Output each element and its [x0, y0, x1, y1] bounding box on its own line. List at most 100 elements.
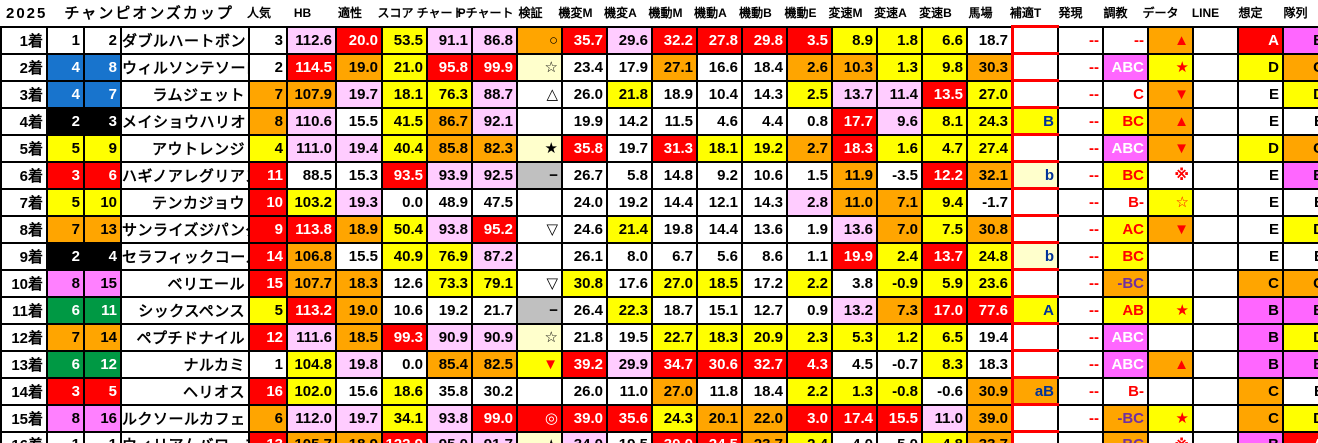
cell-hoteki-t: b — [1011, 160, 1059, 190]
cell-tekisei: 19.7 — [336, 404, 383, 433]
cell-baba: 19.4 — [967, 323, 1014, 352]
cell-sotei: D — [1238, 134, 1284, 163]
cell-data: ★ — [1148, 296, 1194, 325]
cell-hb: 102.0 — [287, 377, 337, 406]
cell-sotei: A — [1238, 26, 1284, 55]
cell-hensoku-m: 13.7 — [832, 80, 878, 109]
horse-name-cell: ナルカミ — [121, 350, 250, 379]
table-row: 16着11ウィリアムバローズ13105.718.9122.995.091.7★3… — [1, 430, 1318, 443]
finish-position-cell: 11着 — [1, 296, 48, 325]
cell-kihen-a: 19.2 — [607, 188, 653, 217]
cell-baba: 23.6 — [967, 269, 1014, 298]
cell-hensoku-m: 4.5 — [832, 350, 878, 379]
cell-hensoku-a: -0.9 — [877, 269, 923, 298]
cell-kido-b: 13.6 — [742, 215, 788, 244]
race-title: 2025 チャンピオンズカップ — [6, 5, 234, 22]
cell-hb: 107.7 — [287, 269, 337, 298]
horse-number-cell: 15 — [84, 269, 122, 298]
cell-hatsugen: -- — [1058, 350, 1104, 379]
cell-hensoku-b: 7.5 — [922, 215, 968, 244]
cell-chart: 35.8 — [427, 377, 473, 406]
cell-tairetsu: B — [1283, 26, 1318, 55]
cell-hb: 113.2 — [287, 296, 337, 325]
cell-baba: 30.3 — [967, 53, 1014, 82]
cell-sotei: C — [1238, 269, 1284, 298]
cell-sotei: B — [1238, 323, 1284, 352]
cell-tekisei: 19.3 — [336, 188, 383, 217]
cell-ninki: 1 — [249, 350, 288, 379]
cell-hoteki-t: B — [1011, 106, 1059, 136]
cell-kensho: − — [517, 161, 563, 190]
cell-kihen-m: 26.0 — [562, 377, 608, 406]
horse-name-cell: ペプチドナイル — [121, 323, 250, 352]
cell-tekisei: 18.5 — [336, 323, 383, 352]
cell-kido-b: 18.4 — [742, 53, 788, 82]
cell-p-chart: 82.5 — [472, 350, 518, 379]
cell-hensoku-a: 1.3 — [877, 53, 923, 82]
horse-number-cell: 11 — [84, 296, 122, 325]
cell-ninki: 4 — [249, 134, 288, 163]
cell-hb: 114.5 — [287, 53, 337, 82]
frame-number-cell: 6 — [47, 350, 85, 379]
cell-chokyo: B- — [1103, 188, 1149, 217]
cell-baba: 30.8 — [967, 215, 1014, 244]
cell-kihen-m: 35.7 — [562, 26, 608, 55]
cell-line — [1193, 53, 1239, 82]
finish-position-cell: 3着 — [1, 80, 48, 109]
frame-number-cell: 8 — [47, 269, 85, 298]
cell-baba: 24.3 — [967, 107, 1014, 136]
cell-ninki: 16 — [249, 377, 288, 406]
cell-hensoku-m: 8.9 — [832, 26, 878, 55]
cell-hatsugen: -- — [1058, 242, 1104, 271]
horse-number-cell: 8 — [84, 53, 122, 82]
cell-chokyo: BC — [1103, 161, 1149, 190]
cell-kido-a: 12.1 — [697, 188, 743, 217]
cell-hoteki-t — [1011, 25, 1059, 55]
cell-data: ★ — [1148, 53, 1194, 82]
cell-baba: -1.7 — [967, 188, 1014, 217]
cell-ninki: 15 — [249, 269, 288, 298]
cell-kido-e: 0.9 — [787, 296, 833, 325]
cell-tairetsu: D — [1283, 404, 1318, 433]
cell-kihen-m: 34.0 — [562, 431, 608, 443]
cell-kensho: ★ — [517, 134, 563, 163]
table-row: 10着 8 15 ベリエール 15 107.7 18.3 12.6 73.3 79.1 ▽ 30.8 1… — [1, 268, 1318, 298]
cell-tairetsu: E — [1283, 242, 1318, 271]
cell-kensho: ▼ — [517, 350, 563, 379]
header-row: 2025 チャンピオンズカップ 人気 HB 適性 スコア チャート Pチャート 検証 機変M 機… — [0, 0, 1318, 25]
cell-chokyo: ABC — [1103, 53, 1149, 82]
cell-hb: 111.0 — [287, 134, 337, 163]
cell-hensoku-m: 3.8 — [832, 269, 878, 298]
cell-kido-e: 4.3 — [787, 350, 833, 379]
cell-kido-b: 18.4 — [742, 377, 788, 406]
frame-number-cell: 1 — [47, 431, 85, 443]
cell-ninki: 14 — [249, 242, 288, 271]
cell-kihen-m: 24.0 — [562, 188, 608, 217]
cell-hensoku-a: 1.2 — [877, 323, 923, 352]
table-row: 9着 2 4 セラフィックコール 14 106.8 15.5 40.9 76.9 87.2 26.1… — [1, 241, 1318, 271]
col-header-chokyo: 調教 — [1103, 6, 1128, 20]
cell-hatsugen: -- — [1058, 269, 1104, 298]
cell-kihen-a: 19.5 — [607, 431, 653, 443]
results-table: 1着 1 2 ダブルハートボンド 3 112.6 20.0 53.5 91.1 86.8 ○ 35.7… — [0, 25, 1318, 443]
cell-ninki: 3 — [249, 26, 288, 55]
table-row: 7着 5 10 テンカジョウ 10 103.2 19.3 0.0 48.9 47.5 24.0 19.… — [1, 187, 1318, 217]
cell-sotei: E — [1238, 161, 1284, 190]
table-row: 3着 4 7 ラムジェット 7 107.9 19.7 18.1 76.3 88.7 △ 26.0 21.… — [1, 79, 1318, 109]
cell-kensho — [517, 242, 563, 271]
cell-score: 40.4 — [382, 134, 428, 163]
cell-kihen-a: 11.0 — [607, 377, 653, 406]
cell-hb: 112.6 — [287, 26, 337, 55]
cell-kido-b: 29.8 — [742, 26, 788, 55]
cell-kihen-m: 26.4 — [562, 296, 608, 325]
cell-chokyo: ABC — [1103, 134, 1149, 163]
cell-score: 0.0 — [382, 350, 428, 379]
cell-score: 0.0 — [382, 188, 428, 217]
cell-kido-a: 15.1 — [697, 296, 743, 325]
cell-kihen-a: 19.5 — [607, 323, 653, 352]
cell-chart: 93.9 — [427, 161, 473, 190]
cell-line — [1193, 296, 1239, 325]
cell-kido-e: 1.5 — [787, 161, 833, 190]
cell-kido-m: 18.9 — [652, 80, 698, 109]
